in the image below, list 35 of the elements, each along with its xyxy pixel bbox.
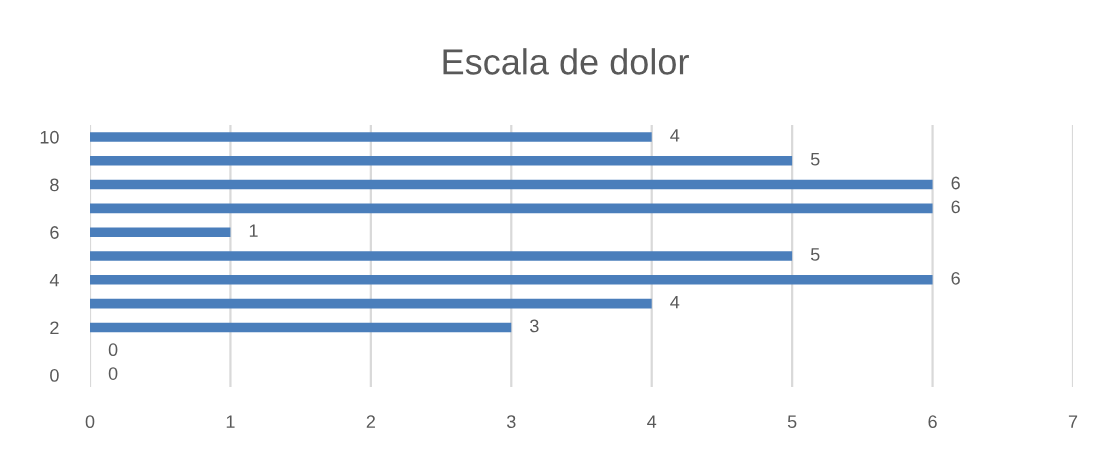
data-label: 6 <box>951 176 960 190</box>
y-tick-label: 10 <box>40 130 59 144</box>
y-tick-label: 6 <box>50 226 59 239</box>
bar <box>90 132 652 142</box>
x-tick-label: 0 <box>85 415 95 429</box>
bar <box>90 298 652 309</box>
x-tick-label: 4 <box>647 415 657 428</box>
y-tick-label: 4 <box>49 273 59 287</box>
y-tick-label: 2 <box>50 321 59 334</box>
x-tick-label: 7 <box>1068 415 1078 428</box>
data-label: 0 <box>108 367 118 380</box>
data-label: 0 <box>108 343 118 357</box>
data-label: 5 <box>810 248 820 261</box>
bar <box>90 203 933 214</box>
y-tick-label: 0 <box>50 369 59 382</box>
bar <box>90 155 793 166</box>
data-label: 5 <box>810 152 820 166</box>
x-tick-label: 1 <box>226 415 235 428</box>
bar <box>90 275 933 285</box>
data-label: 6 <box>951 271 960 285</box>
data-label: 4 <box>670 129 680 142</box>
bar <box>90 179 933 190</box>
data-label: 4 <box>670 295 680 309</box>
y-tick-label: 8 <box>50 178 59 192</box>
data-label: 6 <box>951 200 960 214</box>
bar <box>90 251 793 261</box>
x-tick-label: 3 <box>506 415 516 429</box>
x-tick-label: 2 <box>366 415 375 428</box>
data-label: 3 <box>530 319 539 333</box>
x-tick-label: 5 <box>787 415 797 429</box>
x-tick-label: 6 <box>928 415 937 429</box>
bar <box>90 227 231 237</box>
bar <box>90 322 512 333</box>
chart-title: Escala de dolor <box>443 48 689 75</box>
data-label: 1 <box>249 224 258 237</box>
